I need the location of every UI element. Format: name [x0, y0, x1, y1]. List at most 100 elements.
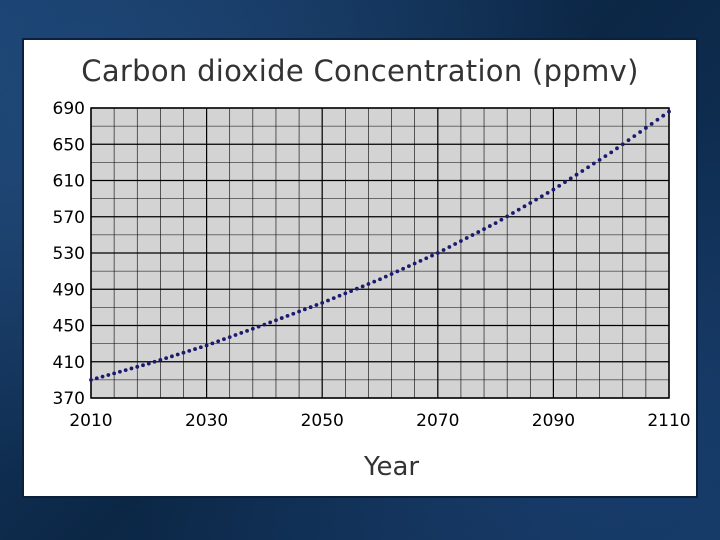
chart-title: Carbon dioxide Concentration (ppmv) [81, 54, 639, 88]
data-point [661, 113, 666, 118]
data-point [395, 269, 400, 274]
data-point [378, 277, 382, 282]
data-point [435, 251, 440, 255]
data-point [511, 211, 515, 215]
data-point [129, 366, 134, 371]
data-point [545, 191, 550, 195]
data-point [118, 369, 122, 374]
data-point [262, 322, 267, 327]
data-point [158, 358, 163, 362]
y-tick-label: 570 [53, 208, 85, 228]
data-point [401, 266, 406, 271]
data-point [470, 233, 475, 237]
data-point [424, 256, 429, 261]
y-tick-label: 610 [53, 172, 85, 192]
data-point [638, 130, 642, 134]
y-tick-label: 650 [53, 135, 85, 155]
y-tick-label: 370 [53, 389, 85, 409]
data-point [360, 284, 365, 289]
data-point [597, 157, 602, 162]
data-point [175, 352, 180, 357]
data-point [557, 183, 562, 188]
data-point [493, 221, 498, 225]
data-point [499, 217, 504, 222]
data-point [632, 134, 637, 138]
x-axis-tick-labels: 2010 2030 2050 2070 2090 2110 [69, 411, 690, 431]
data-series [89, 109, 671, 382]
y-tick-label: 490 [53, 280, 85, 300]
data-point [94, 376, 99, 381]
x-tick-label: 2050 [301, 411, 344, 431]
data-point [447, 245, 452, 249]
x-tick-label: 2070 [416, 411, 459, 431]
data-point [343, 291, 348, 296]
data-point [198, 345, 203, 350]
data-point [268, 320, 273, 325]
data-point [534, 197, 538, 202]
data-point [285, 313, 290, 318]
y-axis-tick-labels: 370 410 450 490 530 570 610 650 690 [53, 99, 85, 409]
data-point [667, 109, 671, 114]
data-point [227, 335, 232, 339]
data-point [655, 117, 660, 122]
data-point [649, 121, 654, 126]
data-point [522, 204, 527, 209]
data-point [372, 279, 377, 284]
data-point [539, 194, 544, 199]
data-point [337, 293, 342, 298]
data-point [626, 138, 631, 143]
data-point [586, 165, 590, 170]
data-point [100, 374, 105, 379]
data-point [441, 248, 446, 252]
data-point [591, 161, 596, 166]
data-point [643, 126, 648, 130]
data-point [615, 146, 619, 151]
data-point [152, 359, 157, 364]
data-point [551, 187, 556, 192]
chart-svg: 370 410 450 490 530 570 610 650 690 2010 2030 2050… [53, 99, 691, 482]
x-axis-title: Year [363, 452, 419, 482]
data-point [580, 169, 585, 173]
data-point [326, 298, 330, 303]
data-point [603, 154, 608, 159]
data-point [528, 201, 533, 205]
x-tick-label: 2010 [69, 411, 112, 431]
data-point [620, 142, 625, 147]
data-point [106, 373, 111, 377]
data-point [354, 286, 359, 291]
y-tick-label: 530 [53, 244, 85, 264]
data-point [245, 328, 249, 333]
data-point [563, 180, 567, 185]
data-point [89, 377, 93, 382]
data-point [239, 331, 244, 335]
data-point [418, 258, 423, 263]
data-point [187, 348, 192, 353]
data-point [407, 264, 411, 269]
data-point [291, 311, 296, 316]
data-point [274, 318, 278, 323]
data-point [141, 363, 145, 368]
x-tick-label: 2110 [647, 411, 690, 431]
data-point [412, 261, 417, 266]
data-point [349, 289, 353, 293]
x-tick-label: 2090 [532, 411, 575, 431]
data-point [314, 303, 319, 307]
data-point [308, 305, 313, 310]
data-point [459, 239, 463, 243]
data-point [320, 300, 325, 305]
y-tick-label: 450 [53, 317, 85, 337]
data-point [123, 368, 128, 372]
data-point [222, 337, 226, 342]
data-point [389, 272, 394, 276]
y-tick-label: 690 [53, 99, 85, 119]
data-point [279, 316, 284, 320]
data-point [476, 230, 481, 234]
data-point [146, 361, 151, 366]
x-tick-label: 2030 [185, 411, 228, 431]
data-point [383, 274, 388, 279]
data-point [135, 364, 140, 369]
data-point [112, 371, 117, 376]
data-point [233, 333, 238, 337]
data-point [568, 176, 573, 181]
data-point [366, 282, 371, 286]
